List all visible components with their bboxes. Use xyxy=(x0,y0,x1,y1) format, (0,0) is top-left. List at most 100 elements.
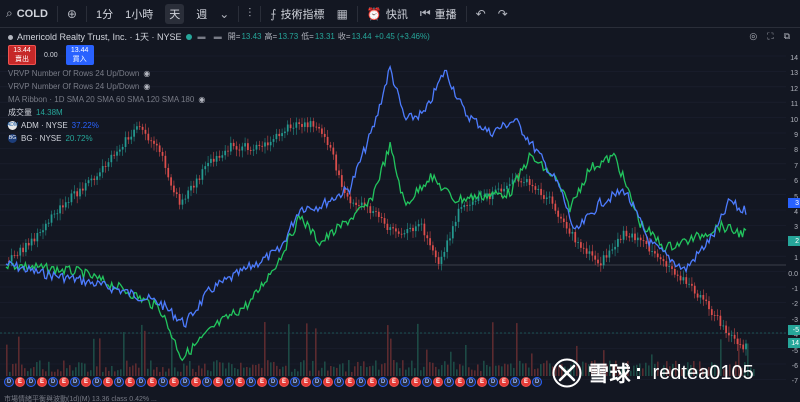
indicators-label: 技術指標 xyxy=(280,8,325,21)
buy-button[interactable]: 13.44 買入 xyxy=(65,45,94,65)
candles-series xyxy=(7,117,747,356)
volume-bar xyxy=(147,368,149,376)
replay-button[interactable]: ⏮ 重播 xyxy=(414,0,463,28)
earnings-event-icon[interactable]: E xyxy=(499,377,509,387)
eye-icon[interactable]: ◉ xyxy=(143,68,151,78)
indicator-ma-ribbon[interactable]: MA Ribbon · 1D SMA 20 SMA 60 SMA 120 SMA… xyxy=(8,93,430,106)
dividend-event-icon[interactable]: D xyxy=(4,377,14,387)
candle-body xyxy=(229,142,232,152)
dividend-event-icon[interactable]: D xyxy=(48,377,58,387)
candle-body xyxy=(321,128,323,134)
earnings-event-icon[interactable]: E xyxy=(411,377,421,387)
dividend-event-icon[interactable]: D xyxy=(400,377,410,387)
candle-body xyxy=(434,250,437,258)
candle-body xyxy=(440,256,443,264)
earnings-event-icon[interactable]: E xyxy=(191,377,201,387)
earnings-event-icon[interactable]: E xyxy=(125,377,135,387)
earnings-event-icon[interactable]: E xyxy=(169,377,179,387)
candle-body xyxy=(116,151,118,156)
volume-bar xyxy=(465,344,467,376)
dividend-event-icon[interactable]: D xyxy=(70,377,80,387)
dividend-event-icon[interactable]: D xyxy=(136,377,146,387)
layout-button[interactable]: ▦ xyxy=(331,0,354,28)
earnings-event-icon[interactable]: E xyxy=(433,377,443,387)
candle-body xyxy=(457,208,460,222)
dividend-event-icon[interactable]: D xyxy=(312,377,322,387)
earnings-event-icon[interactable]: E xyxy=(81,377,91,387)
alert-button[interactable]: ⏰ 快訊 xyxy=(361,0,414,28)
earnings-event-icon[interactable]: E xyxy=(323,377,333,387)
dividend-event-icon[interactable]: D xyxy=(422,377,432,387)
earnings-event-icon[interactable]: E xyxy=(455,377,465,387)
earnings-event-icon[interactable]: E xyxy=(521,377,531,387)
chart-area[interactable] xyxy=(0,28,800,402)
interval-1d[interactable]: 天 xyxy=(159,0,190,28)
earnings-event-icon[interactable]: E xyxy=(477,377,487,387)
symbol-search[interactable]: ⌕ COLD xyxy=(0,0,54,28)
earnings-event-icon[interactable]: E xyxy=(235,377,245,387)
sell-button[interactable]: 13.44 賣出 xyxy=(8,45,36,65)
earnings-event-icon[interactable]: E xyxy=(103,377,113,387)
dividend-event-icon[interactable]: D xyxy=(158,377,168,387)
earnings-event-icon[interactable]: E xyxy=(345,377,355,387)
globe-icon[interactable]: ◎ xyxy=(749,31,758,41)
dividend-event-icon[interactable]: D xyxy=(92,377,102,387)
indicator-volume[interactable]: 成交量 14.38M xyxy=(8,106,430,119)
volume-bar xyxy=(45,371,47,376)
earnings-event-icon[interactable]: E xyxy=(37,377,47,387)
dividend-event-icon[interactable]: D xyxy=(334,377,344,387)
price-chart[interactable] xyxy=(0,28,800,402)
dividend-event-icon[interactable]: D xyxy=(532,377,542,387)
eye-icon[interactable]: ◉ xyxy=(143,81,151,91)
earnings-event-icon[interactable]: E xyxy=(257,377,267,387)
earnings-event-icon[interactable]: E xyxy=(389,377,399,387)
dividend-event-icon[interactable]: D xyxy=(180,377,190,387)
dividend-event-icon[interactable]: D xyxy=(268,377,278,387)
indicator-vrvp-2[interactable]: VRVP Number Of Rows 24 Up/Down ◉ xyxy=(8,80,430,93)
dividend-event-icon[interactable]: D xyxy=(246,377,256,387)
dividend-event-icon[interactable]: D xyxy=(378,377,388,387)
undo-button[interactable]: ↶ xyxy=(470,0,492,28)
interval-dropdown[interactable]: ⌄ xyxy=(213,0,235,28)
interval-1m[interactable]: 1分 xyxy=(95,8,114,21)
dividend-event-icon[interactable]: D xyxy=(488,377,498,387)
dividend-event-icon[interactable]: D xyxy=(356,377,366,387)
candle-body xyxy=(551,196,554,204)
earnings-event-icon[interactable]: E xyxy=(301,377,311,387)
indicator-vrvp-1[interactable]: VRVP Number Of Rows 24 Up/Down ◉ xyxy=(8,67,430,80)
legend-actions[interactable]: ▬ ▬ xyxy=(197,32,225,41)
interval-1w[interactable]: 週 xyxy=(196,8,208,21)
dividend-event-icon[interactable]: D xyxy=(224,377,234,387)
earnings-event-icon[interactable]: E xyxy=(213,377,223,387)
redo-button[interactable]: ↷ xyxy=(492,0,514,28)
compare-button[interactable]: ⊕ xyxy=(61,0,83,28)
dividend-event-icon[interactable]: D xyxy=(510,377,520,387)
compare-adm[interactable]: ADM ADM · NYSE 37.22% xyxy=(7,119,430,132)
indicators-button[interactable]: ⨍ 技術指標 xyxy=(264,0,330,28)
interval-1h[interactable]: 1小時 xyxy=(125,8,154,21)
candle-body xyxy=(144,129,147,134)
volume-bar xyxy=(489,366,491,376)
candle-body xyxy=(167,167,170,178)
dividend-event-icon[interactable]: D xyxy=(466,377,476,387)
candle-body xyxy=(19,247,22,256)
candle-body xyxy=(326,136,329,145)
compare-bg[interactable]: BG BG · NYSE 20.72% xyxy=(8,132,430,145)
earnings-event-icon[interactable]: E xyxy=(279,377,289,387)
dividend-event-icon[interactable]: D xyxy=(444,377,454,387)
earnings-event-icon[interactable]: E xyxy=(15,377,25,387)
dividend-event-icon[interactable]: D xyxy=(202,377,212,387)
eye-icon[interactable]: ◉ xyxy=(198,94,206,104)
earnings-event-icon[interactable]: E xyxy=(367,377,377,387)
chart-type-button[interactable]: ⫶ xyxy=(242,0,257,28)
maximize-icon[interactable]: ⛶ xyxy=(767,31,774,41)
dividend-event-icon[interactable]: D xyxy=(26,377,36,387)
earnings-event-icon[interactable]: E xyxy=(59,377,69,387)
layout-icon[interactable]: ⧉ xyxy=(783,31,790,41)
dividend-event-icon[interactable]: D xyxy=(114,377,124,387)
earnings-event-icon[interactable]: E xyxy=(147,377,157,387)
candle-body xyxy=(101,166,104,173)
dividend-event-icon[interactable]: D xyxy=(290,377,300,387)
candle-body xyxy=(443,251,446,257)
candle-body xyxy=(725,325,727,333)
